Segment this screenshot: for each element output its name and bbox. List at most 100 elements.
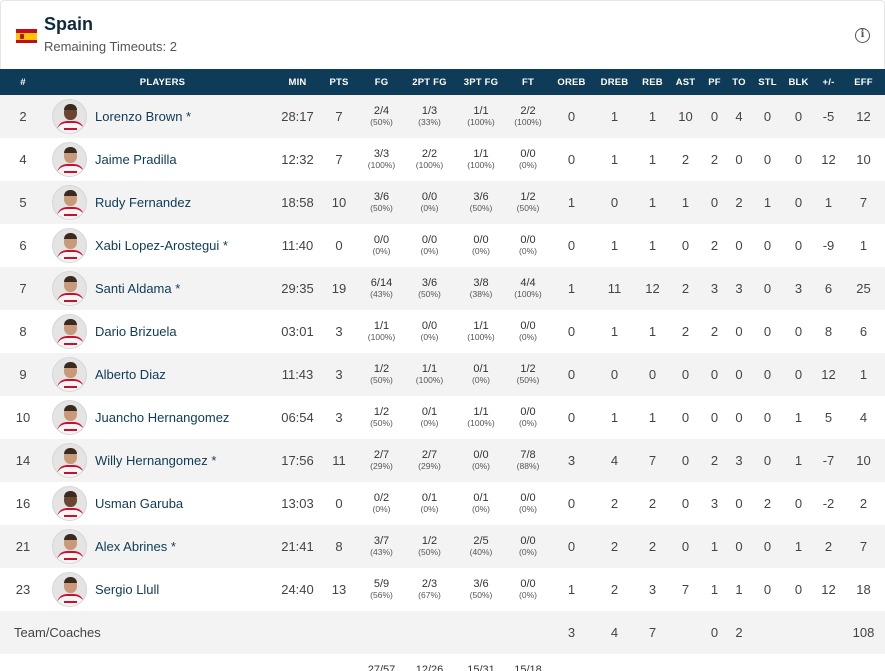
team-header: Spain Remaining Timeouts: 2 i xyxy=(0,0,885,69)
turnovers: 3 xyxy=(735,453,743,468)
turnovers: 0 xyxy=(735,367,743,382)
blocks: 1 xyxy=(794,453,803,468)
player-name-link[interactable]: Xabi Lopez-Arostegui * xyxy=(95,238,228,253)
three-point-fg-made-attempted: 0/0 xyxy=(473,449,489,462)
player-name-link[interactable]: Jaime Pradilla xyxy=(95,152,177,167)
player-name-link[interactable]: Willy Hernangomez * xyxy=(95,453,217,468)
offensive-rebounds: 0 xyxy=(567,109,576,124)
personal-fouls: 2 xyxy=(710,152,719,167)
points: 84 xyxy=(316,654,362,671)
jersey-number: 2 xyxy=(19,109,27,124)
free-throws-made-attempted: 0/0 xyxy=(520,406,536,419)
efficiency: 4 xyxy=(859,410,868,425)
blocks: 0 xyxy=(794,367,803,382)
two-point-fg-percentage: (50%) xyxy=(418,289,441,300)
turnovers: 2 xyxy=(735,195,743,210)
efficiency: 108 xyxy=(852,625,875,640)
player-name-link[interactable]: Alberto Diaz xyxy=(95,367,166,382)
defensive-rebounds: 2 xyxy=(610,496,619,511)
player-name-link[interactable]: Juancho Hernangomez xyxy=(95,410,230,425)
column-header: +/- xyxy=(822,76,835,88)
blocks: 0 xyxy=(794,238,803,253)
personal-fouls: 0 xyxy=(710,410,719,425)
two-point-fg-made-attempted: 1/1 xyxy=(421,363,438,376)
two-point-fg-percentage: (50%) xyxy=(418,547,441,558)
points: 11 xyxy=(332,453,346,468)
plus-minus: -7 xyxy=(822,453,835,468)
column-header: 3PT FG xyxy=(463,76,499,88)
player-name-link[interactable]: Dario Brizuela xyxy=(95,324,177,339)
player-name-link[interactable]: Usman Garuba xyxy=(95,496,184,511)
player-name-link[interactable]: Sergio Llull xyxy=(95,582,160,597)
player-cell: Xabi Lopez-Arostegui * xyxy=(46,224,279,267)
assists: 0 xyxy=(681,496,690,511)
three-point-fg-percentage: (0%) xyxy=(472,375,490,386)
three-point-fg-percentage: (0%) xyxy=(472,246,490,257)
defensive-rebounds: 0 xyxy=(610,195,619,210)
points: 13 xyxy=(331,582,347,597)
player-avatar xyxy=(52,486,87,521)
info-icon[interactable]: i xyxy=(855,28,870,43)
table-row: 21 Alex Abrines * 21:41 8 3/7 (43%) 1/2 (50%) 2/… xyxy=(0,525,885,568)
player-name-link[interactable]: Alex Abrines * xyxy=(95,539,176,554)
two-point-fg-made-attempted: 1/3 xyxy=(421,105,438,118)
field-goals-made-attempted: 1/2 xyxy=(373,363,390,376)
player-cell: Sergio Llull xyxy=(46,568,279,611)
field-goals-percentage: (100%) xyxy=(367,332,396,343)
total-label: TOTAL xyxy=(0,654,279,671)
efficiency: 10 xyxy=(856,152,871,167)
table-row: 23 Sergio Llull 24:40 13 5/9 (56%) 2/3 (67%) 3/6… xyxy=(0,568,885,611)
personal-fouls: 2 xyxy=(710,238,719,253)
player-avatar xyxy=(52,142,87,177)
free-throws: 0/0 (0%) xyxy=(504,310,552,353)
field-goals-made-attempted: 1/2 xyxy=(373,406,390,419)
two-point-fg-made-attempted: 0/1 xyxy=(421,492,438,505)
field-goals-made-attempted: 5/9 xyxy=(373,578,390,591)
turnovers: 1 xyxy=(735,582,743,597)
steals: 0 xyxy=(763,238,772,253)
defensive-rebounds: 1 xyxy=(610,152,619,167)
two-point-fg-percentage: (67%) xyxy=(418,590,441,601)
assists: 0 xyxy=(681,238,690,253)
free-throws: 1/2 (50%) xyxy=(504,181,552,224)
minutes: 17:56 xyxy=(281,453,314,468)
three-point-fg-percentage: (40%) xyxy=(469,547,493,558)
player-avatar xyxy=(52,572,87,607)
player-avatar xyxy=(52,400,87,435)
points: 7 xyxy=(335,152,343,167)
field-goals-percentage: (0%) xyxy=(372,246,391,257)
defensive-rebounds: 4 xyxy=(610,453,619,468)
two-point-fg-made-attempted: 2/2 xyxy=(421,148,438,161)
free-throws-percentage: (100%) xyxy=(514,289,542,300)
offensive-rebounds: 1 xyxy=(567,281,576,296)
three-point-fg: 3/6 (50%) xyxy=(458,568,504,611)
offensive-rebounds: 3 xyxy=(567,625,576,640)
remaining-timeouts: Remaining Timeouts: 2 xyxy=(44,39,177,54)
three-point-fg-percentage: (38%) xyxy=(469,289,493,300)
player-name-link[interactable]: Rudy Fernandez xyxy=(95,195,192,210)
minutes: 06:54 xyxy=(281,410,314,425)
defensive-rebounds: 30 xyxy=(591,654,638,671)
free-throws-made-attempted: 15/18 xyxy=(514,664,542,671)
efficiency: 1 xyxy=(859,238,868,253)
defensive-rebounds: 11 xyxy=(607,281,622,296)
steals: 3 xyxy=(753,654,782,671)
free-throws-percentage: (0%) xyxy=(519,547,537,558)
minutes: 12:32 xyxy=(281,152,314,167)
offensive-rebounds: 3 xyxy=(567,453,576,468)
efficiency: 7 xyxy=(859,195,868,210)
field-goals: 2/4 (50%) xyxy=(362,95,401,138)
offensive-rebounds: 0 xyxy=(567,238,576,253)
two-point-fg-made-attempted: 1/2 xyxy=(421,535,438,548)
player-avatar xyxy=(52,314,87,349)
player-name-link[interactable]: Lorenzo Brown * xyxy=(95,109,192,124)
rebounds: 7 xyxy=(648,625,657,640)
two-point-fg: 0/0 (0%) xyxy=(401,181,458,224)
field-goals-made-attempted: 3/3 xyxy=(373,148,390,161)
table-row: 10 Juancho Hernangomez 06:54 3 1/2 (50%) 0/1 (0… xyxy=(0,396,885,439)
player-cell: Alex Abrines * xyxy=(46,525,279,568)
personal-fouls: 16 xyxy=(704,654,725,671)
two-point-fg-percentage: (33%) xyxy=(418,117,441,128)
player-name-link[interactable]: Santi Aldama * xyxy=(95,281,181,296)
assists: 24 xyxy=(667,654,704,671)
